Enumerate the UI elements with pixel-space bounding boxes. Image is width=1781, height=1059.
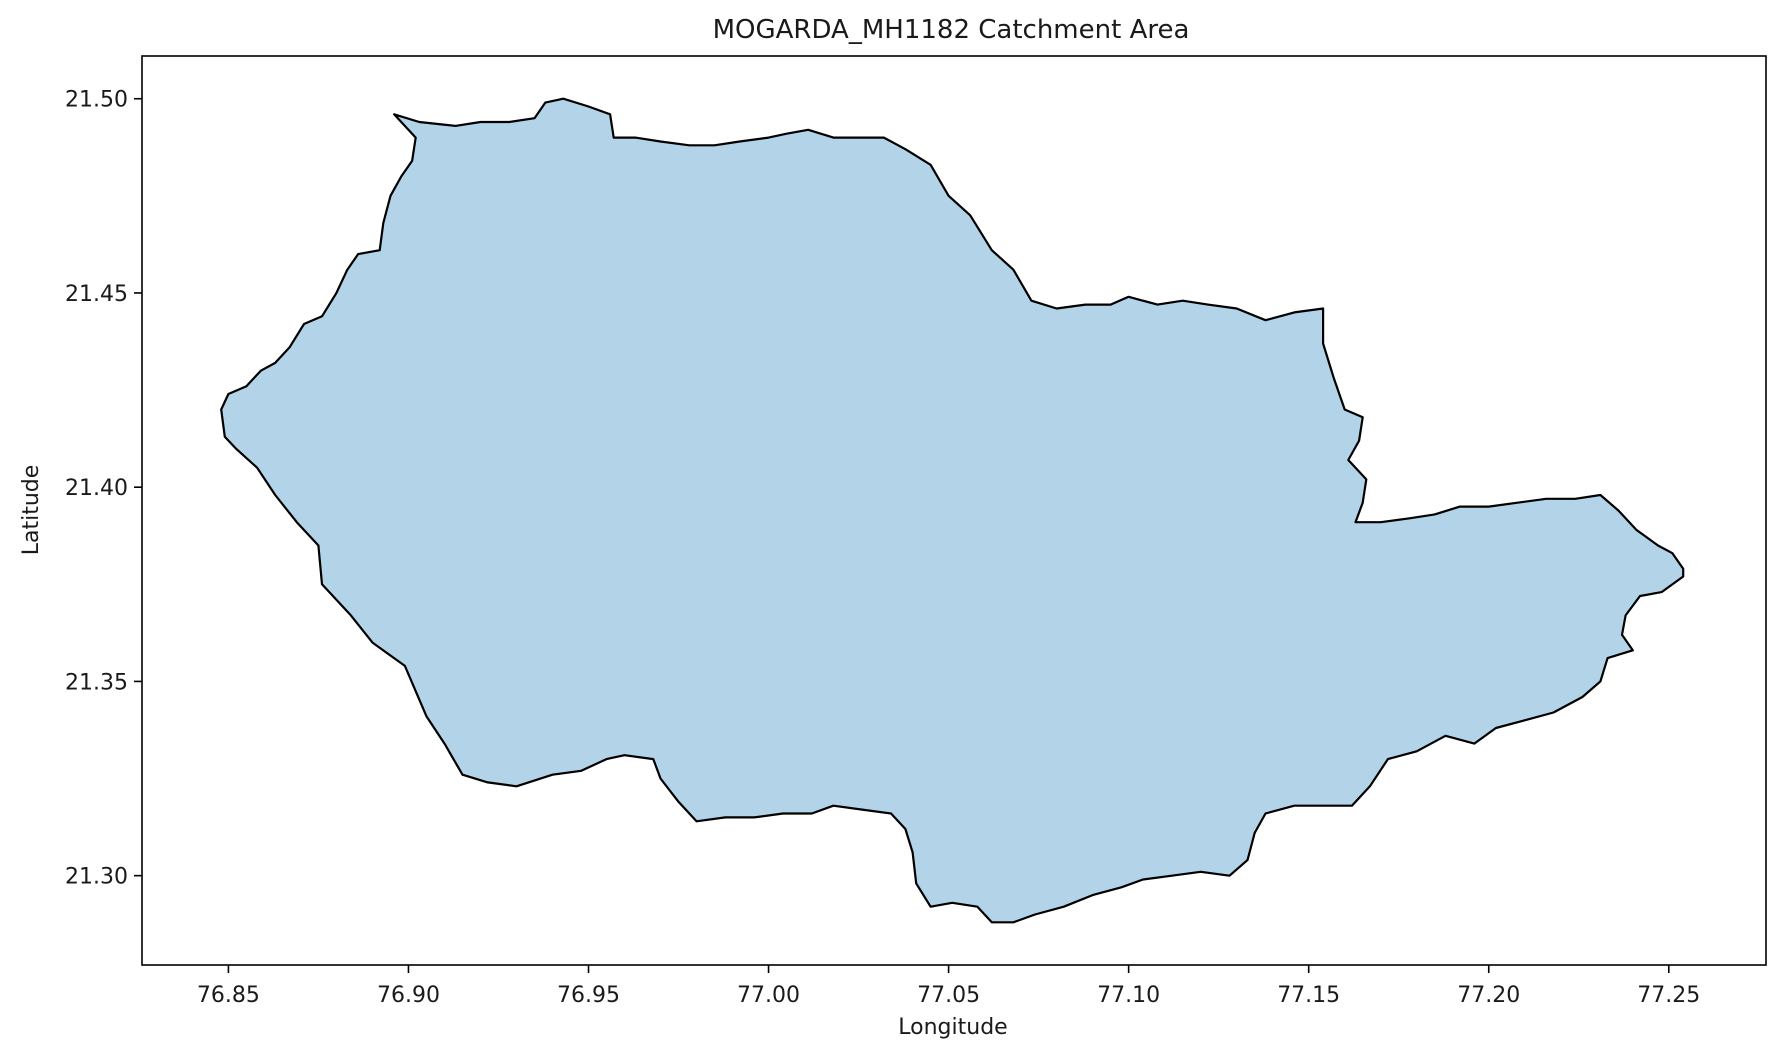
x-tick-label: 77.25 xyxy=(1637,983,1700,1008)
y-tick-label: 21.35 xyxy=(65,670,128,695)
plot-frame xyxy=(141,55,1767,966)
x-axis-label: Longitude xyxy=(898,1015,1007,1040)
y-tick-label: 21.40 xyxy=(65,476,128,501)
y-tick-label: 21.30 xyxy=(65,865,128,890)
x-tick-label: 76.95 xyxy=(557,983,620,1008)
x-tick-label: 77.00 xyxy=(737,983,800,1008)
y-tick-label: 21.45 xyxy=(65,282,128,307)
x-tick-label: 77.05 xyxy=(917,983,980,1008)
y-axis-label: Latitude xyxy=(19,465,44,556)
y-tick-label: 21.50 xyxy=(65,88,128,113)
x-tick-label: 77.10 xyxy=(1097,983,1160,1008)
x-axis: 76.85 76.90 76.95 77.00 77.05 77.10 77.15 77.20… xyxy=(197,965,1700,1008)
x-tick-label: 77.20 xyxy=(1457,983,1520,1008)
x-tick-label: 76.85 xyxy=(197,983,260,1008)
x-tick-label: 76.90 xyxy=(377,983,440,1008)
x-tick-label: 77.15 xyxy=(1277,983,1340,1008)
chart-title: MOGARDA_MH1182 Catchment Area xyxy=(713,15,1190,45)
catchment-polygon xyxy=(220,97,1685,924)
y-axis: 21.30 21.35 21.40 21.45 21.50 xyxy=(65,88,142,890)
plot-area xyxy=(141,55,1767,966)
